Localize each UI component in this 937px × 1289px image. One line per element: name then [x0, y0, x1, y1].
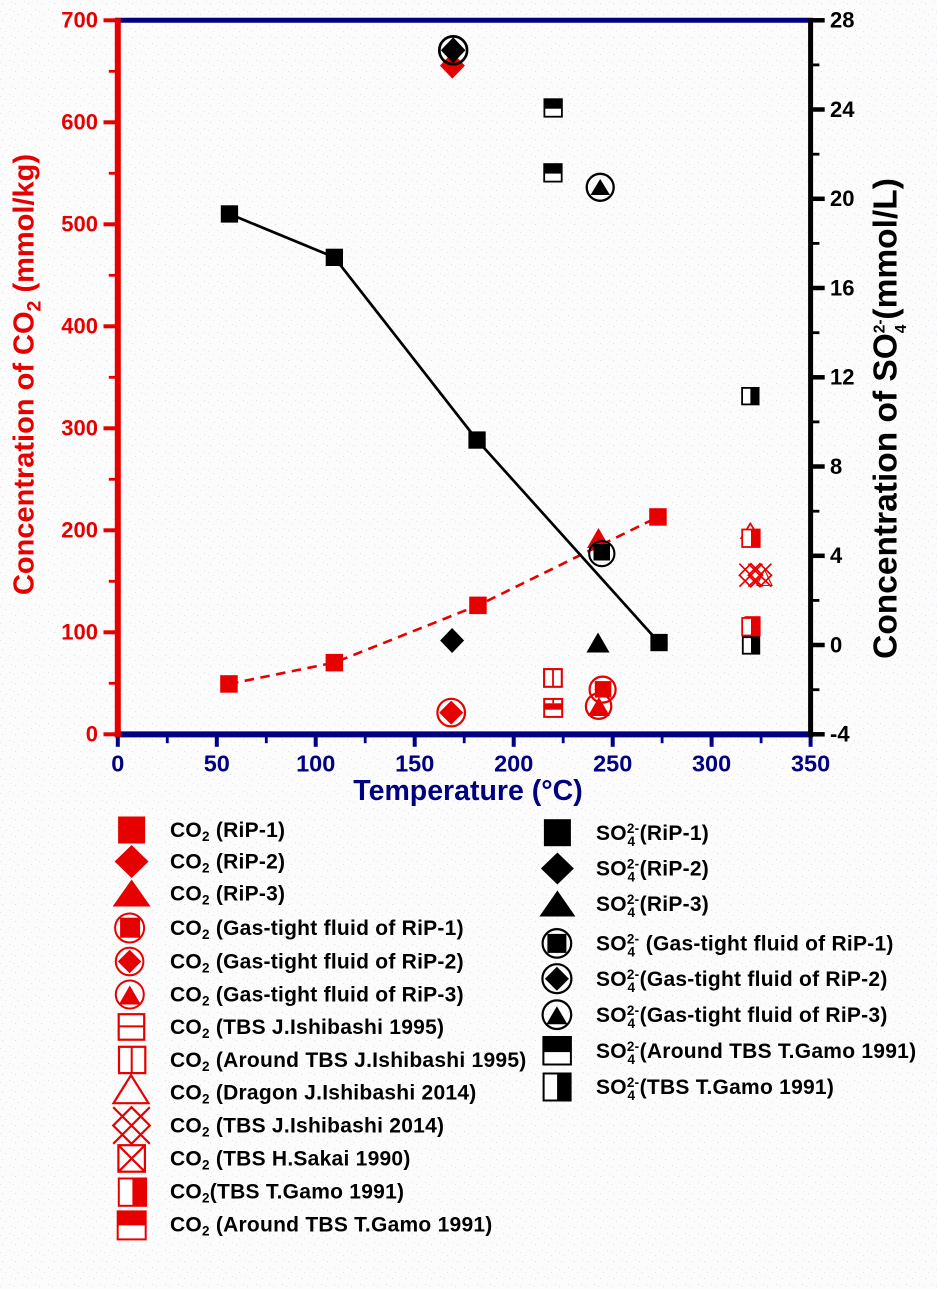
svg-text:CO2 (Gas-tight fluid of RiP-1): CO2 (Gas-tight fluid of RiP-1)	[170, 917, 464, 942]
svg-text:CO2 (Around TBS J.Ishibashi 19: CO2 (Around TBS J.Ishibashi 1995)	[170, 1049, 527, 1074]
svg-text:0: 0	[86, 722, 98, 747]
svg-text:300: 300	[61, 416, 98, 441]
svg-text:50: 50	[204, 751, 230, 777]
svg-text:CO2 (RiP-3): CO2 (RiP-3)	[170, 883, 285, 908]
svg-text:300: 300	[692, 751, 731, 777]
svg-text:SO2-4(RiP-1): SO2-4 (RiP-1)	[596, 821, 709, 849]
svg-text:100: 100	[296, 751, 335, 777]
svg-text:150: 150	[395, 751, 434, 777]
svg-text:28: 28	[830, 8, 854, 33]
svg-text:8: 8	[830, 454, 842, 479]
svg-text:350: 350	[791, 751, 830, 777]
svg-text:Concentration of SO2-4(mmol/L): Concentration of SO2- 4(mmol/L)	[868, 178, 911, 659]
svg-text:CO2 (Dragon J.Ishibashi 2014): CO2 (Dragon J.Ishibashi 2014)	[170, 1082, 477, 1107]
svg-text:CO2 (TBS H.Sakai 1990): CO2 (TBS H.Sakai 1990)	[170, 1148, 411, 1173]
svg-text:CO2 (RiP-1): CO2 (RiP-1)	[170, 819, 285, 844]
svg-text:Temperature (°C): Temperature (°C)	[353, 775, 582, 807]
svg-text:CO2 (Gas-tight fluid of RiP-2): CO2 (Gas-tight fluid of RiP-2)	[170, 951, 464, 976]
svg-text:24: 24	[830, 97, 855, 122]
svg-text:SO2-4(Gas-tight fluid of RiP-3: SO2-4 (Gas-tight fluid of RiP-3)	[596, 1003, 888, 1031]
svg-text:CO2 (TBS J.Ishibashi 1995): CO2 (TBS J.Ishibashi 1995)	[170, 1016, 444, 1041]
svg-text:-4: -4	[830, 722, 850, 747]
svg-text:SO2-4(RiP-2): SO2-4 (RiP-2)	[596, 857, 709, 885]
svg-text:100: 100	[61, 620, 98, 645]
svg-text:20: 20	[830, 186, 854, 211]
svg-text:CO2 (TBS J.Ishibashi 2014): CO2 (TBS J.Ishibashi 2014)	[170, 1115, 444, 1140]
svg-text:0: 0	[111, 751, 124, 777]
svg-text:CO2 (Around TBS T.Gamo 1991): CO2 (Around TBS T.Gamo 1991)	[170, 1214, 493, 1239]
svg-text:4: 4	[830, 543, 843, 568]
svg-text:400: 400	[61, 314, 98, 339]
svg-text:SO2-4(Gas-tight fluid of RiP-2: SO2-4 (Gas-tight fluid of RiP-2)	[596, 967, 888, 995]
svg-text:SO2-4(RiP-3): SO2-4 (RiP-3)	[596, 892, 709, 920]
svg-text:SO2-4(Around TBS T.Gamo 1991): SO2-4 (Around TBS T.Gamo 1991)	[596, 1039, 916, 1067]
svg-text:600: 600	[61, 110, 98, 135]
svg-text:16: 16	[830, 275, 854, 300]
svg-text:500: 500	[61, 212, 98, 237]
svg-text:SO2-4 (Gas-tight fluid of RiP-: SO2-4 (Gas-tight fluid of RiP-1)	[596, 932, 894, 960]
svg-text:250: 250	[593, 751, 632, 777]
svg-text:CO2 (Gas-tight fluid of RiP-3): CO2 (Gas-tight fluid of RiP-3)	[170, 984, 464, 1009]
svg-text:12: 12	[830, 365, 854, 390]
svg-text:CO2(TBS T.Gamo 1991): CO2(TBS T.Gamo 1991)	[170, 1181, 404, 1206]
svg-text:SO2-4(TBS T.Gamo 1991): SO2-4 (TBS T.Gamo 1991)	[596, 1075, 834, 1103]
svg-text:700: 700	[61, 8, 98, 33]
svg-text:CO2 (RiP-2): CO2 (RiP-2)	[170, 851, 285, 876]
svg-text:Concentration of CO2 (mmol/kg): Concentration of CO2 (mmol/kg)	[9, 154, 46, 595]
svg-text:0: 0	[830, 632, 842, 657]
svg-text:200: 200	[494, 751, 533, 777]
svg-text:200: 200	[61, 518, 98, 543]
